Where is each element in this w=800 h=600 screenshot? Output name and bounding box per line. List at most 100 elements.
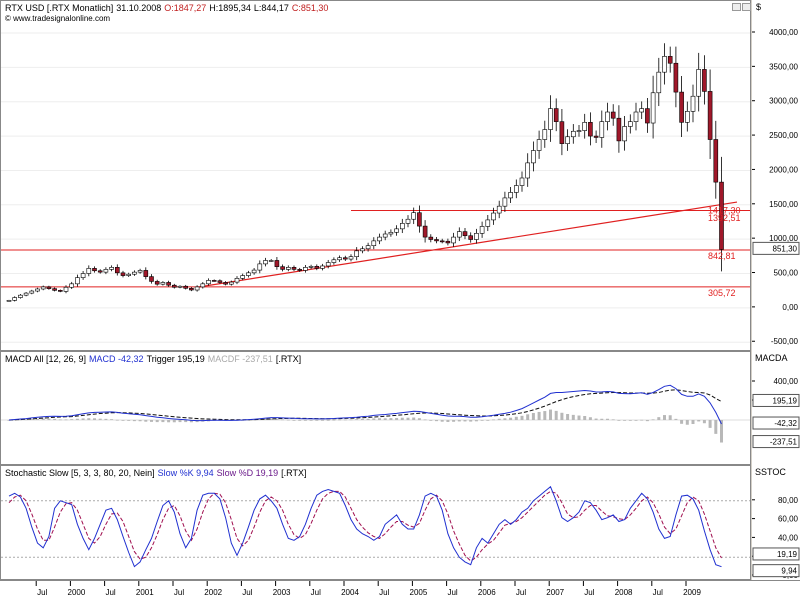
macd-hist-bar [372,418,376,420]
price-header: RTX USD [.RTX Monatlich] 31.10.2008 O:1847… [5,3,331,13]
candle-body [445,240,451,244]
macd-hist-bar [41,418,45,420]
candle-body [46,286,52,289]
header-open: O:1847,27 [164,3,207,13]
macd-hist-bar [309,420,313,421]
stoch-axis-unit: SSTOC [755,467,786,477]
candle-body [377,236,382,242]
time-axis-label: 2004 [341,588,359,597]
macd-hist-bar [566,414,570,420]
candle-body [622,126,627,142]
candle-body [428,236,434,240]
candle-body [519,177,525,186]
macd-hist-bar [537,411,541,420]
macd-hist-bar [75,418,79,420]
time-axis-label: 2005 [410,588,428,597]
macd-tag-macd-box [752,416,800,430]
macd-hist-bar [110,419,114,420]
macd-hist-bar [463,420,467,422]
candle-body [29,290,35,294]
close-button[interactable] [742,3,751,11]
candle-body [23,292,29,296]
candle-body [297,269,303,271]
candle-body [303,267,308,271]
candle-body [513,185,519,193]
time-axis-label: Jul [584,588,594,597]
macd-hist-bar [184,420,188,423]
macd-hist-bar [395,418,399,420]
candle-body [166,282,171,286]
candle-body [599,121,605,138]
price-axis-label: -500,00 [771,337,799,346]
candle-body [217,280,223,283]
macd-hist-bar [378,418,381,420]
source-label: © www.tradesignalonline.com [5,14,111,23]
candle-body [650,92,656,124]
stoch-d-line [8,490,722,562]
candle-body [75,277,80,285]
candle-body [354,250,360,257]
candle-body [97,270,103,273]
candle-body [491,212,496,221]
macd-chart[interactable] [1,352,750,464]
candle-body [605,111,610,122]
level-label-upper: 1392,51 [708,213,741,223]
macd-hist-bar [611,419,615,421]
candle-body [588,122,593,137]
candle-body [645,108,650,124]
macd-hist-bar [7,420,11,421]
candle-body [707,91,713,140]
stoch-axis-label: 60,00 [778,515,799,524]
candle-body [274,260,280,267]
macd-hist-bar [189,420,193,423]
time-axis-label: 2001 [136,588,154,597]
minimize-button[interactable] [732,3,741,11]
macd-hist-bar [332,419,336,421]
macd-hist-bar [36,418,39,420]
price-axis-label: 0,00 [782,303,798,312]
stoch-k-label: Slow %K 9,94 [157,468,214,478]
macd-hist-bar [452,420,456,422]
candle-body [417,212,422,227]
macd-hist-bar [417,418,421,420]
macd-hist-bar [58,419,62,421]
candle-body [576,130,582,132]
header-symbol: RTX USD [.RTX Monatlich] [5,3,114,13]
candle-body [229,281,234,285]
candle-body [536,139,542,151]
macd-hist-bar [264,418,267,420]
macd-hist-bar [651,419,655,421]
macd-axis-unit: MACDA [755,353,788,363]
candle-body [474,233,479,240]
macd-hist-bar [657,417,661,420]
macd-hist-bar [663,415,666,420]
candle-body [411,212,417,220]
stoch-tag-d: 19,19 [777,550,798,559]
candle-body [263,260,268,265]
time-axis-label: Jul [174,588,184,597]
candle-body [399,223,405,230]
candle-body [154,281,160,285]
candle-body [719,181,724,250]
candle-body [80,273,86,278]
candle-body [40,286,46,290]
candle-body [382,233,388,238]
macd-hist-bar [178,420,182,423]
macd-hist-bar [275,418,279,420]
price-axis-unit: $ [756,2,761,12]
candle-body [115,267,120,274]
macd-hist-bar [549,409,552,420]
macd-hist-bar [702,420,706,424]
macd-hist-bar [531,412,535,420]
macd-hist-bar [714,420,718,434]
candle-body [206,280,211,285]
macd-hist-bar [281,419,285,421]
candle-body [696,69,702,97]
stoch-chart[interactable] [1,466,750,579]
macd-hist-bar [623,420,627,421]
macd-hist-bar [720,420,723,443]
